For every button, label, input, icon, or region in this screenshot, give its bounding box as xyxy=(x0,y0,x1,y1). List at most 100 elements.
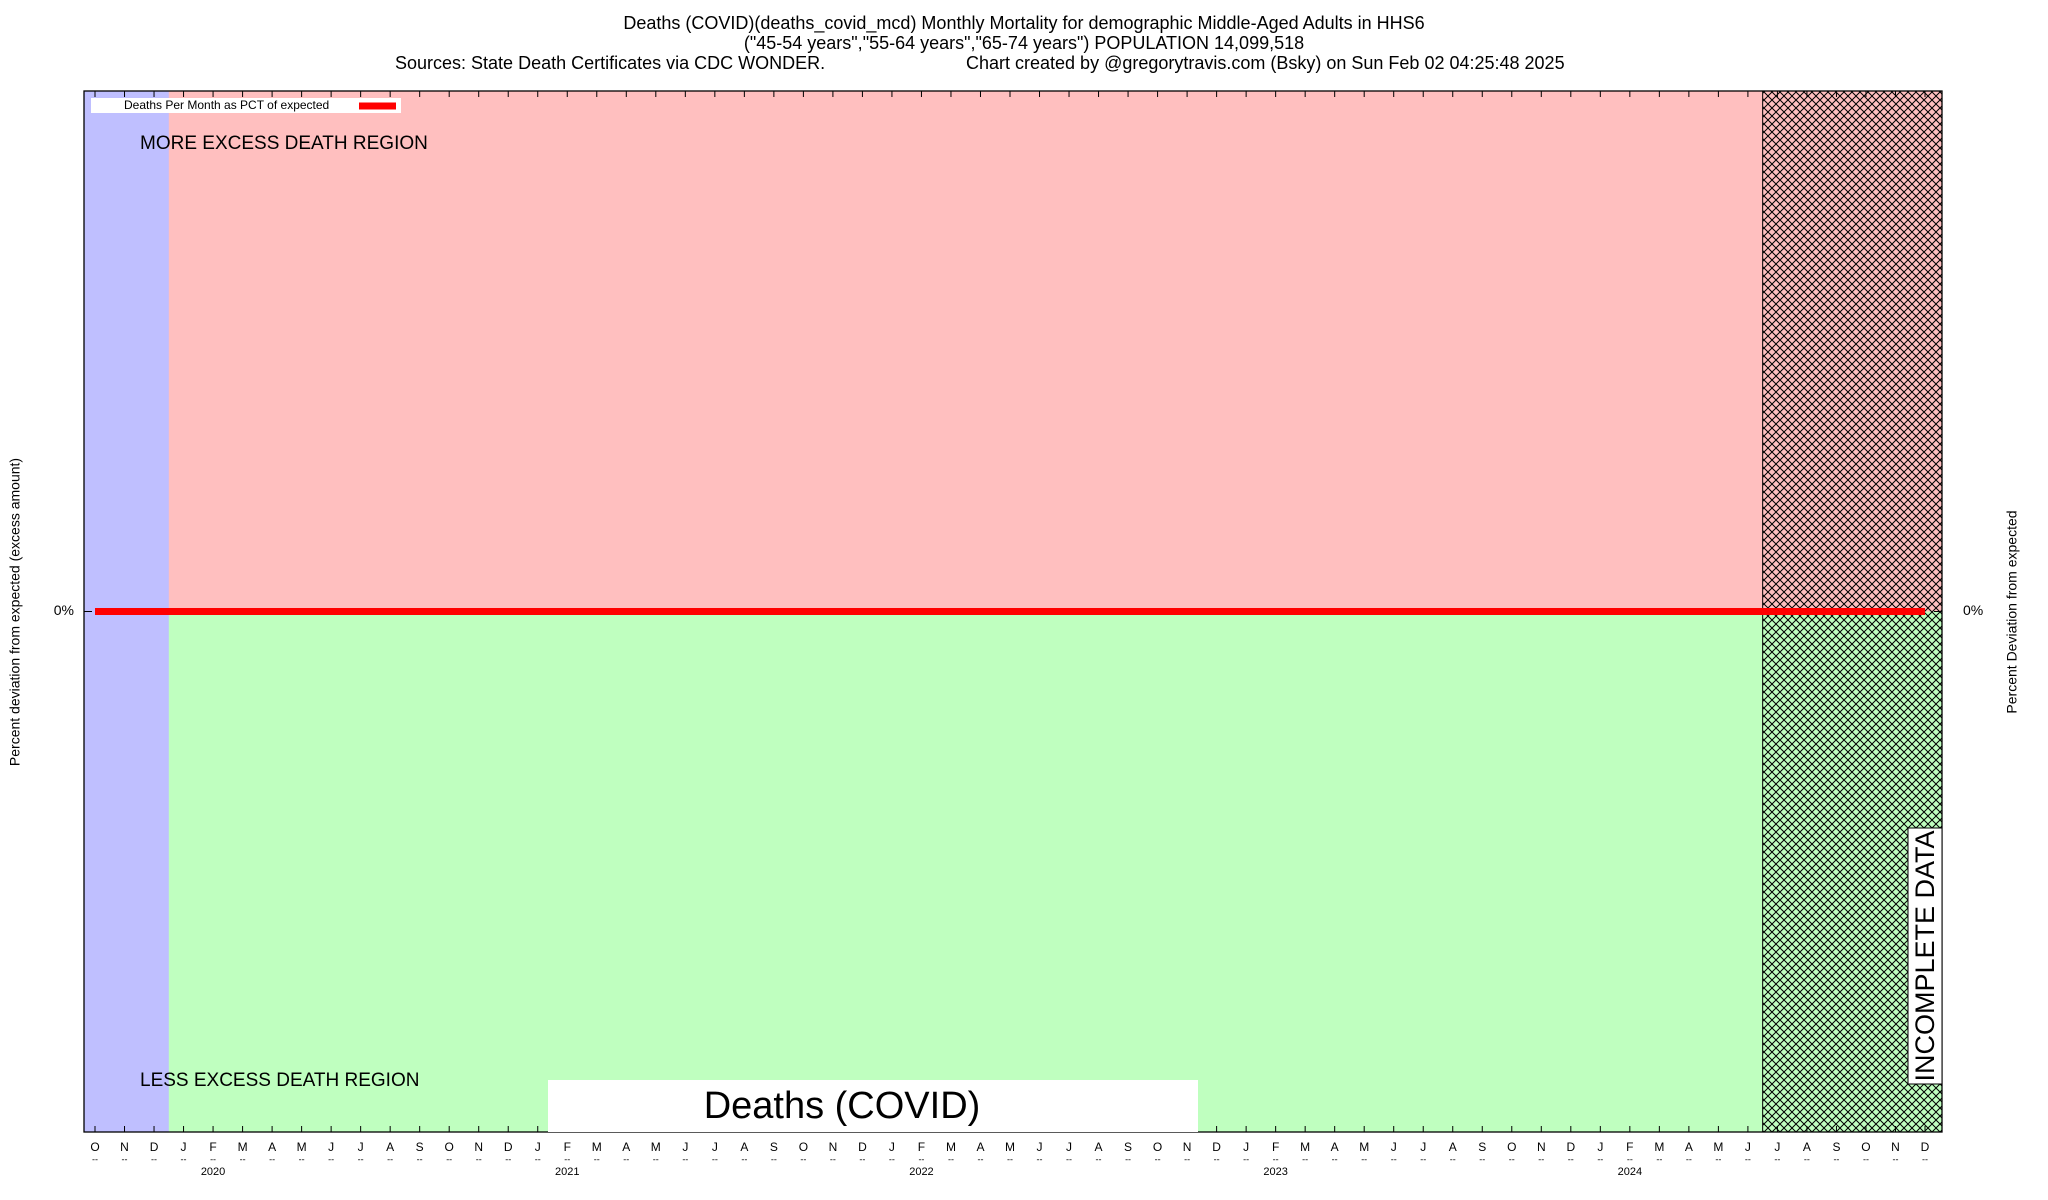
x-tick-sublabel: -- xyxy=(1302,1154,1308,1164)
x-tick-label: F xyxy=(1272,1140,1279,1154)
x-tick-sublabel: -- xyxy=(387,1154,393,1164)
x-tick-label: N xyxy=(1891,1140,1900,1154)
year-label: 2021 xyxy=(555,1166,579,1178)
x-tick-sublabel: -- xyxy=(1037,1154,1043,1164)
x-tick-label: M xyxy=(1359,1140,1369,1154)
x-tick-sublabel: -- xyxy=(1479,1154,1485,1164)
x-tick-sublabel: -- xyxy=(1450,1154,1456,1164)
x-tick-label: F xyxy=(1626,1140,1633,1154)
x-tick-sublabel: -- xyxy=(623,1154,629,1164)
x-tick-sublabel: -- xyxy=(151,1154,157,1164)
x-tick-sublabel: -- xyxy=(1833,1154,1839,1164)
x-tick-label: O xyxy=(1153,1140,1162,1154)
x-tick-label: J xyxy=(1745,1140,1751,1154)
x-tick-sublabel: -- xyxy=(741,1154,747,1164)
x-tick-sublabel: -- xyxy=(594,1154,600,1164)
x-tick-label: M xyxy=(297,1140,307,1154)
x-tick-sublabel: -- xyxy=(122,1154,128,1164)
cause-label-box xyxy=(548,1080,1198,1132)
x-tick-sublabel: -- xyxy=(1007,1154,1013,1164)
x-tick-label: J xyxy=(181,1140,187,1154)
x-tick-sublabel: -- xyxy=(328,1154,334,1164)
x-tick-label: O xyxy=(1507,1140,1516,1154)
x-tick-sublabel: -- xyxy=(240,1154,246,1164)
x-tick-label: M xyxy=(1005,1140,1015,1154)
x-tick-label: D xyxy=(504,1140,513,1154)
x-tick-sublabel: -- xyxy=(1509,1154,1515,1164)
x-tick-label: J xyxy=(1774,1140,1780,1154)
x-tick-sublabel: -- xyxy=(535,1154,541,1164)
x-tick-label: D xyxy=(858,1140,867,1154)
x-tick-sublabel: -- xyxy=(1066,1154,1072,1164)
x-tick-sublabel: -- xyxy=(92,1154,98,1164)
x-tick-sublabel: -- xyxy=(977,1154,983,1164)
x-tick-sublabel: -- xyxy=(1538,1154,1544,1164)
x-tick-label: O xyxy=(90,1140,99,1154)
x-tick-sublabel: -- xyxy=(358,1154,364,1164)
x-tick-label: D xyxy=(150,1140,159,1154)
x-tick-label: A xyxy=(268,1140,276,1154)
x-tick-label: J xyxy=(682,1140,688,1154)
x-tick-label: S xyxy=(416,1140,424,1154)
x-tick-sublabel: -- xyxy=(210,1154,216,1164)
chart-credit: Chart created by @gregorytravis.com (Bsk… xyxy=(966,53,1565,73)
x-tick-sublabel: -- xyxy=(1214,1154,1220,1164)
x-tick-sublabel: -- xyxy=(1184,1154,1190,1164)
x-tick-sublabel: -- xyxy=(712,1154,718,1164)
x-tick-sublabel: -- xyxy=(1922,1154,1928,1164)
x-tick-label: N xyxy=(829,1140,838,1154)
x-tick-sublabel: -- xyxy=(1361,1154,1367,1164)
x-tick-label: J xyxy=(712,1140,718,1154)
x-tick-sublabel: -- xyxy=(1568,1154,1574,1164)
x-tick-sublabel: -- xyxy=(859,1154,865,1164)
x-tick-label: D xyxy=(1566,1140,1575,1154)
x-tick-label: A xyxy=(1685,1140,1693,1154)
x-tick-label: A xyxy=(622,1140,630,1154)
x-tick-sublabel: -- xyxy=(1597,1154,1603,1164)
x-tick-sublabel: -- xyxy=(1686,1154,1692,1164)
x-tick-label: A xyxy=(1331,1140,1339,1154)
x-tick-label: S xyxy=(1478,1140,1486,1154)
x-tick-label: S xyxy=(1124,1140,1132,1154)
x-tick-label: D xyxy=(1921,1140,1930,1154)
x-tick-sublabel: -- xyxy=(1391,1154,1397,1164)
incomplete-label-box xyxy=(1907,827,1943,1085)
x-tick-label: M xyxy=(1713,1140,1723,1154)
chart-title: Deaths (COVID)(deaths_covid_mcd) Monthly… xyxy=(623,13,1424,34)
x-tick-sublabel: -- xyxy=(299,1154,305,1164)
x-tick-label: J xyxy=(1391,1140,1397,1154)
x-tick-label: J xyxy=(1597,1140,1603,1154)
chart-source: Sources: State Death Certificates via CD… xyxy=(395,53,825,73)
x-tick-sublabel: -- xyxy=(1745,1154,1751,1164)
x-tick-label: F xyxy=(209,1140,216,1154)
upper-region-label: MORE EXCESS DEATH REGION xyxy=(140,133,428,154)
x-tick-label: N xyxy=(1537,1140,1546,1154)
x-tick-sublabel: -- xyxy=(417,1154,423,1164)
x-tick-label: M xyxy=(651,1140,661,1154)
x-tick-sublabel: -- xyxy=(505,1154,511,1164)
x-tick-sublabel: -- xyxy=(269,1154,275,1164)
upper-region xyxy=(84,91,1942,612)
x-tick-sublabel: -- xyxy=(1273,1154,1279,1164)
x-tick-label: J xyxy=(1037,1140,1043,1154)
x-tick-label: M xyxy=(238,1140,248,1154)
x-tick-label: J xyxy=(889,1140,895,1154)
x-tick-sublabel: -- xyxy=(1774,1154,1780,1164)
x-tick-sublabel: -- xyxy=(948,1154,954,1164)
year-label: 2023 xyxy=(1263,1166,1287,1178)
y-tick-label: 0% xyxy=(54,602,74,618)
legend-label: Deaths Per Month as PCT of expected xyxy=(124,98,329,112)
x-tick-label: F xyxy=(918,1140,925,1154)
x-tick-sublabel: -- xyxy=(1656,1154,1662,1164)
year-label: 2022 xyxy=(909,1166,933,1178)
x-tick-label: A xyxy=(1449,1140,1457,1154)
x-tick-label: A xyxy=(386,1140,394,1154)
x-tick-sublabel: -- xyxy=(653,1154,659,1164)
x-tick-sublabel: -- xyxy=(1627,1154,1633,1164)
x-tick-label: A xyxy=(740,1140,748,1154)
year-label: 2024 xyxy=(1618,1166,1642,1178)
y2-tick-label: 0% xyxy=(1963,602,1983,618)
year-label: 2020 xyxy=(201,1166,225,1178)
x-tick-label: N xyxy=(120,1140,129,1154)
